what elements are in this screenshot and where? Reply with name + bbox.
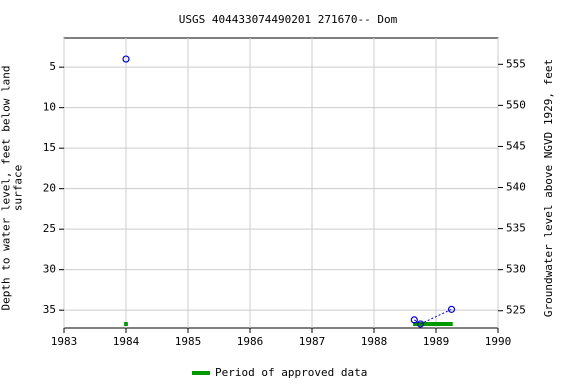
y-axis-label: Depth to water level, feet below landsur…: [0, 65, 25, 310]
connector: [414, 319, 421, 325]
x-tick-label: 1984: [113, 335, 140, 348]
x-tick-label: 1985: [175, 335, 202, 348]
y2-axis-label: Groundwater level above NGVD 1929, feet: [542, 59, 555, 317]
y-tick-label: 20: [43, 182, 56, 195]
plot-frame: [63, 37, 499, 329]
y-tick-label: 15: [43, 141, 56, 154]
y-tick-label: 35: [43, 303, 56, 316]
legend-label: Period of approved data: [215, 366, 367, 379]
data-point: [416, 320, 425, 328]
y2-tick-label: 545: [506, 139, 526, 152]
x-tick-label: 1987: [299, 335, 326, 348]
approved-period: [124, 322, 128, 326]
y2-tick-label: 540: [506, 181, 526, 194]
x-tick-label: 1990: [485, 335, 512, 348]
y-tick-label: 5: [49, 60, 56, 73]
data-point: [447, 305, 456, 313]
connector: [420, 308, 452, 325]
y2-tick-label: 530: [506, 263, 526, 276]
x-tick-label: 1989: [423, 335, 450, 348]
y2-tick-label: 550: [506, 98, 526, 111]
x-tick-label: 1986: [237, 335, 264, 348]
y-tick-label: 25: [43, 222, 56, 235]
y-tick-label: 10: [43, 101, 56, 114]
y-tick-label: 30: [43, 263, 56, 276]
y2-tick-label: 535: [506, 222, 526, 235]
approved-period: [413, 322, 453, 326]
chart-title: USGS 404433074490201 271670-- Dom: [179, 13, 398, 26]
data-point: [122, 55, 130, 63]
y2-tick-label: 555: [506, 57, 526, 70]
data-point: [410, 316, 418, 324]
x-tick-label: 1983: [51, 335, 78, 348]
x-tick-label: 1988: [361, 335, 388, 348]
y2-tick-label: 525: [506, 304, 526, 317]
